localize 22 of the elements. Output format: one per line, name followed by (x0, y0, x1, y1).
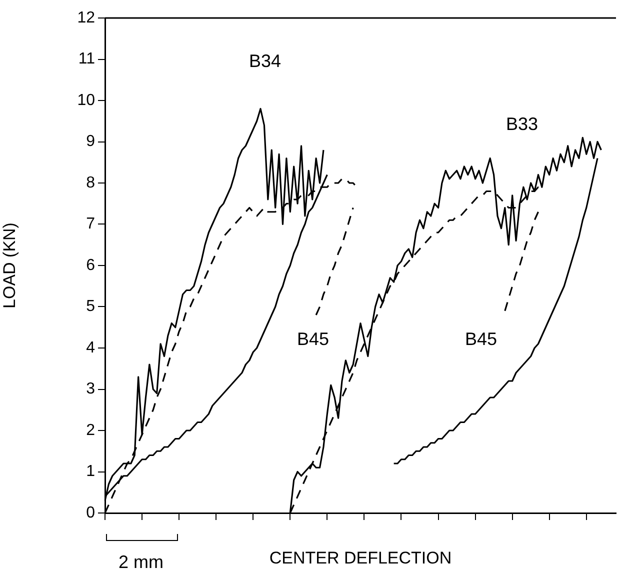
text: 2 mm (118, 552, 164, 572)
annotation: B33 (506, 114, 538, 134)
y-tick-label: 6 (86, 256, 96, 274)
y-tick-label: 7 (86, 216, 96, 233)
y-tick-label: 3 (86, 380, 96, 398)
y-axis-title: LOAD (KN) (0, 222, 19, 308)
y-tick-label: 0 (86, 504, 96, 522)
y-tick-label: 4 (86, 339, 96, 356)
y-tick-label: 10 (77, 92, 96, 109)
annotation: B45 (296, 328, 330, 349)
y-tick-label: 9 (86, 133, 96, 150)
y-tick-label: 1 (86, 463, 96, 480)
y-tick-label: 12 (77, 9, 96, 26)
x-axis-title: CENTER DEFLECTION (269, 548, 452, 568)
y-tick-label: 5 (86, 298, 96, 316)
line-series (315, 206, 354, 316)
y-tick-label: 11 (78, 50, 96, 68)
y-tick-label: 8 (86, 174, 96, 192)
annotation: B34 (248, 50, 282, 71)
y-tick-label: 2 (86, 422, 96, 439)
line-series (504, 211, 540, 312)
annotation: B45 (464, 328, 498, 349)
